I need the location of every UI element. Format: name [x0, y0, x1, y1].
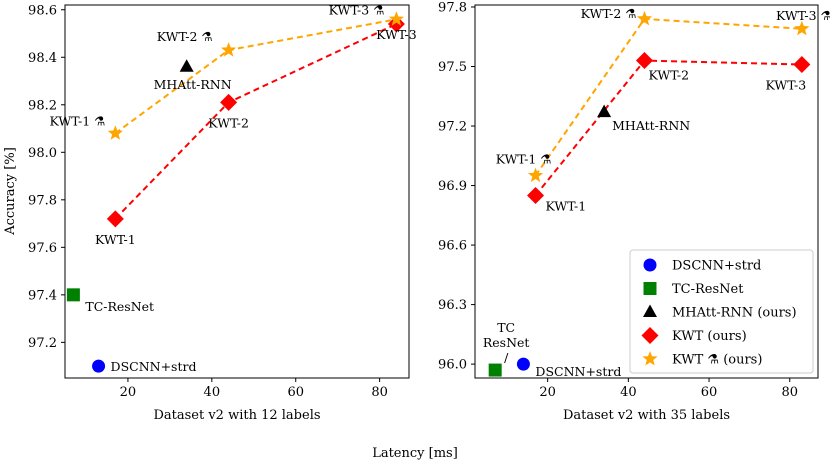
x-tick-label: 80: [371, 385, 388, 400]
point-label: KWT-1: [546, 198, 587, 213]
x-tick-label: 80: [781, 385, 798, 400]
point-label: KWT-1: [95, 232, 136, 247]
data-point-triangle: [179, 59, 194, 72]
legend-marker-square: [643, 282, 657, 295]
data-point-circle: [516, 357, 530, 371]
x-axis-label: Dataset v2 with 35 labels: [563, 408, 730, 423]
y-tick-label: 98.2: [28, 98, 57, 113]
legend-marker-circle: [643, 258, 657, 272]
y-tick-label: 98.0: [28, 146, 57, 161]
point-label: TC-ResNet: [85, 299, 154, 314]
shared-x-axis-label: Latency [ms]: [372, 446, 458, 461]
legend-marker-triangle: [643, 304, 657, 317]
x-tick-label: 40: [620, 385, 637, 400]
point-label: KWT-3 ⚗: [776, 8, 830, 23]
series-line: [114, 23, 397, 220]
point-label: MHAtt-RNN: [154, 77, 232, 92]
y-tick-label: 96.6: [438, 239, 467, 254]
y-tick-label: 97.4: [28, 288, 57, 303]
legend-entry: MHAtt-RNN (ours): [672, 306, 797, 321]
y-tick-label: 98.4: [28, 51, 57, 66]
y-tick-label: 97.6: [28, 241, 57, 256]
legend-marker-star: [642, 351, 658, 366]
y-tick-label: 97.2: [28, 336, 57, 351]
point-label: KWT-2: [648, 68, 689, 83]
point-label: MHAtt-RNN: [612, 118, 690, 133]
data-point-diamond: [106, 210, 124, 228]
point-label: KWT-2 ⚗: [581, 6, 637, 21]
y-tick-label: 97.8: [438, 0, 467, 15]
x-tick-label: 60: [287, 385, 304, 400]
y-tick-label: 96.3: [438, 298, 467, 313]
legend-entry: TC-ResNet: [672, 282, 744, 297]
plot-frame-1: [64, 4, 410, 379]
data-point-star: [221, 42, 237, 57]
x-tick-label: 60: [701, 385, 718, 400]
point-label: KWT-2 ⚗: [157, 29, 213, 44]
point-label: DSCNN+strd: [111, 359, 197, 374]
x-tick-label: 20: [539, 385, 556, 400]
point-label: KWT-3 ⚗: [329, 2, 385, 17]
plot-frame-2: [474, 4, 819, 379]
point-label: KWT-2: [208, 115, 249, 130]
y-tick-label: 97.2: [438, 120, 467, 135]
y-tick-label: 96.9: [438, 179, 467, 194]
series-line: [534, 17, 802, 177]
data-point-diamond: [793, 56, 811, 74]
y-tick-label: 98.6: [28, 3, 57, 18]
y-tick-label: 96.0: [438, 358, 467, 373]
data-point-star: [794, 20, 810, 36]
point-label: /: [504, 350, 509, 365]
y-axis-label: Accuracy [%]: [3, 147, 18, 236]
data-point-star: [388, 11, 405, 26]
point-label: ResNet: [483, 335, 530, 350]
data-point-star: [107, 125, 123, 140]
data-point-diamond: [635, 52, 653, 70]
y-tick-label: 97.5: [438, 60, 467, 75]
data-point-diamond: [387, 15, 405, 33]
data-point-circle: [92, 359, 106, 373]
point-label: KWT-1 ⚗: [50, 113, 106, 128]
data-point-triangle: [597, 104, 612, 118]
point-label: KWT-3: [376, 27, 417, 42]
legend-entry: DSCNN+strd: [672, 259, 761, 274]
data-point-star: [527, 167, 544, 183]
data-point-diamond: [527, 186, 545, 204]
legend-marker-diamond: [641, 327, 659, 344]
legend-box: [629, 249, 814, 374]
point-label: TC: [497, 320, 515, 335]
point-label: KWT-1 ⚗: [496, 152, 552, 167]
data-point-diamond: [220, 93, 238, 111]
legend-entry: KWT ⚗ (ours): [672, 353, 762, 368]
legend-entry: KWT (ours): [672, 329, 747, 344]
x-axis-label: Dataset v2 with 12 labels: [153, 408, 320, 423]
x-tick-label: 40: [204, 385, 221, 400]
x-tick-label: 20: [120, 385, 137, 400]
y-tick-label: 97.8: [28, 193, 57, 208]
point-label: DSCNN+strd: [535, 364, 621, 379]
point-label: KWT-3: [766, 78, 807, 93]
data-point-square: [66, 288, 80, 302]
data-point-square: [488, 363, 502, 377]
data-point-star: [636, 10, 653, 26]
